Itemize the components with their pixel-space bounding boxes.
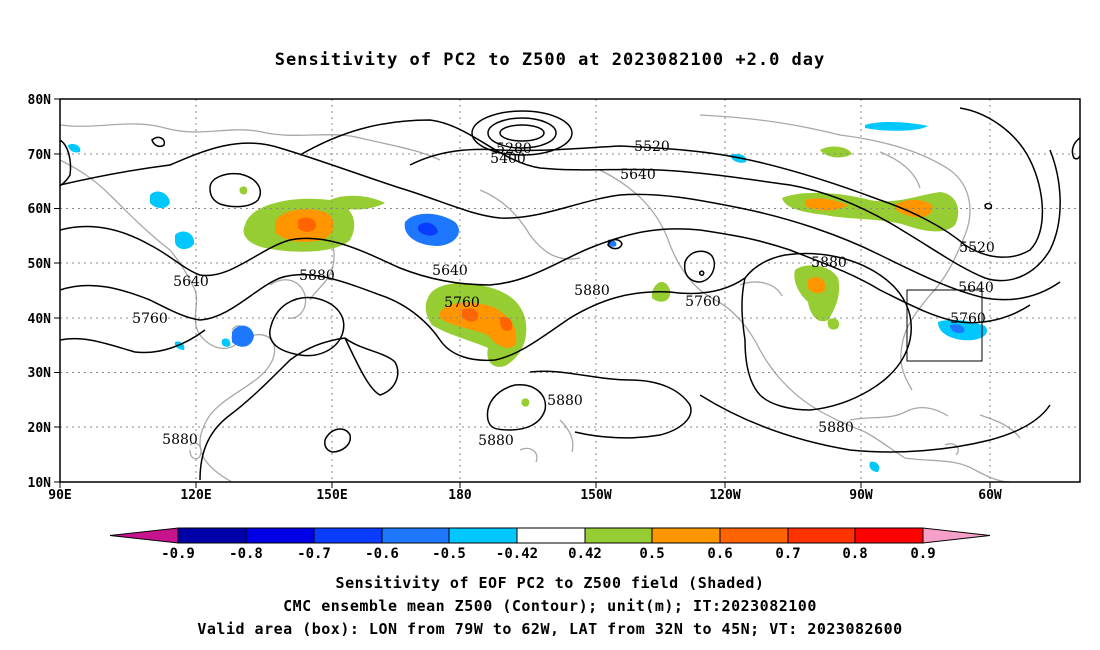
colorbar-label: 0.42 bbox=[568, 546, 602, 562]
contour-label: 5880 bbox=[547, 393, 583, 409]
lat-label: 70N bbox=[28, 148, 52, 163]
lat-label: 40N bbox=[28, 312, 52, 327]
lat-label: 20N bbox=[28, 421, 52, 436]
footer-line-valid-area: Valid area (box): LON from 79W to 62W, L… bbox=[197, 620, 903, 638]
contour-label: 5520 bbox=[959, 240, 995, 256]
colorbar-segment bbox=[516, 527, 586, 544]
colorbar-label: -0.7 bbox=[297, 546, 331, 562]
contour-label: 5880 bbox=[574, 283, 610, 299]
colorbar-high-triangle bbox=[922, 527, 991, 544]
colorbar-segment bbox=[651, 527, 721, 544]
colorbar-segment bbox=[245, 527, 315, 544]
map-frame bbox=[59, 98, 1081, 483]
colorbar-labels: -0.9 -0.8 -0.7 -0.6 -0.5 -0.42 0.42 0.5 … bbox=[161, 546, 936, 562]
lat-label: 30N bbox=[28, 366, 52, 381]
lat-label: 80N bbox=[28, 93, 52, 108]
colorbar-segment bbox=[719, 527, 789, 544]
contour-label: 5880 bbox=[818, 420, 854, 436]
contour-label: 5760 bbox=[444, 295, 480, 311]
contour-label: 5760 bbox=[132, 311, 168, 327]
contour-label: 5640 bbox=[173, 274, 209, 290]
axis-ticks bbox=[54, 98, 991, 488]
contour-label: 5640 bbox=[432, 263, 468, 279]
colorbar-low-triangle bbox=[109, 527, 179, 544]
lon-label: 90W bbox=[849, 488, 873, 503]
valid-area-box bbox=[906, 289, 983, 362]
colorbar-label: 0.9 bbox=[910, 546, 935, 562]
longitude-labels: 90E 120E 150E 180 150W 120W 90W 60W bbox=[48, 488, 1002, 503]
colorbar bbox=[109, 527, 991, 544]
colorbar-segment bbox=[381, 527, 450, 544]
contour-label: 5520 bbox=[634, 139, 670, 155]
lat-label: 50N bbox=[28, 257, 52, 272]
lon-label: 180 bbox=[448, 488, 472, 503]
contour-label: 5760 bbox=[950, 311, 986, 327]
lat-label: 60N bbox=[28, 202, 52, 217]
footer-line-shading: Sensitivity of EOF PC2 to Z500 field (Sh… bbox=[335, 574, 765, 592]
lat-label: 10N bbox=[28, 476, 52, 491]
z500-contours bbox=[59, 107, 1081, 481]
lon-label: 150W bbox=[580, 488, 611, 503]
colorbar-label: -0.5 bbox=[432, 546, 466, 562]
contour-label: 5880 bbox=[162, 432, 198, 448]
page-title: Sensitivity of PC2 to Z500 at 2023082100… bbox=[274, 50, 826, 70]
colorbar-segment bbox=[787, 527, 856, 544]
colorbar-label: -0.6 bbox=[365, 546, 399, 562]
contour-label: 5280 bbox=[496, 141, 532, 157]
colorbar-segment bbox=[854, 527, 924, 544]
colorbar-label: 0.8 bbox=[842, 546, 867, 562]
coastlines bbox=[59, 114, 1021, 483]
colorbar-segment bbox=[584, 527, 653, 544]
colorbar-label: -0.9 bbox=[161, 546, 195, 562]
colorbar-label: 0.6 bbox=[707, 546, 732, 562]
contour-label: 5400 bbox=[490, 151, 526, 167]
colorbar-label: -0.42 bbox=[496, 546, 538, 562]
footer-line-contour: CMC ensemble mean Z500 (Contour); unit(m… bbox=[283, 597, 817, 615]
lon-label: 120W bbox=[709, 488, 740, 503]
contour-label: 5640 bbox=[620, 167, 656, 183]
sensitivity-shading bbox=[68, 122, 988, 472]
contour-labels: 5280 5400 5520 5640 5640 5640 5640 5760 … bbox=[132, 139, 995, 449]
colorbar-label: 0.7 bbox=[775, 546, 800, 562]
colorbar-segment bbox=[448, 527, 518, 544]
contour-label: 5880 bbox=[811, 255, 847, 271]
colorbar-label: 0.5 bbox=[639, 546, 664, 562]
contour-label: 5760 bbox=[685, 294, 721, 310]
colorbar-segment bbox=[177, 527, 247, 544]
latitude-labels: 80N 70N 60N 50N 40N 30N 20N 10N bbox=[28, 93, 52, 491]
colorbar-segment bbox=[313, 527, 383, 544]
lon-label: 120E bbox=[180, 488, 211, 503]
contour-label: 5880 bbox=[478, 433, 514, 449]
lon-label: 60W bbox=[978, 488, 1002, 503]
lon-label: 90E bbox=[48, 488, 71, 503]
contour-label: 5880 bbox=[299, 268, 335, 284]
colorbar-label: -0.8 bbox=[229, 546, 263, 562]
contour-label: 5640 bbox=[958, 280, 994, 296]
lon-label: 150E bbox=[316, 488, 347, 503]
